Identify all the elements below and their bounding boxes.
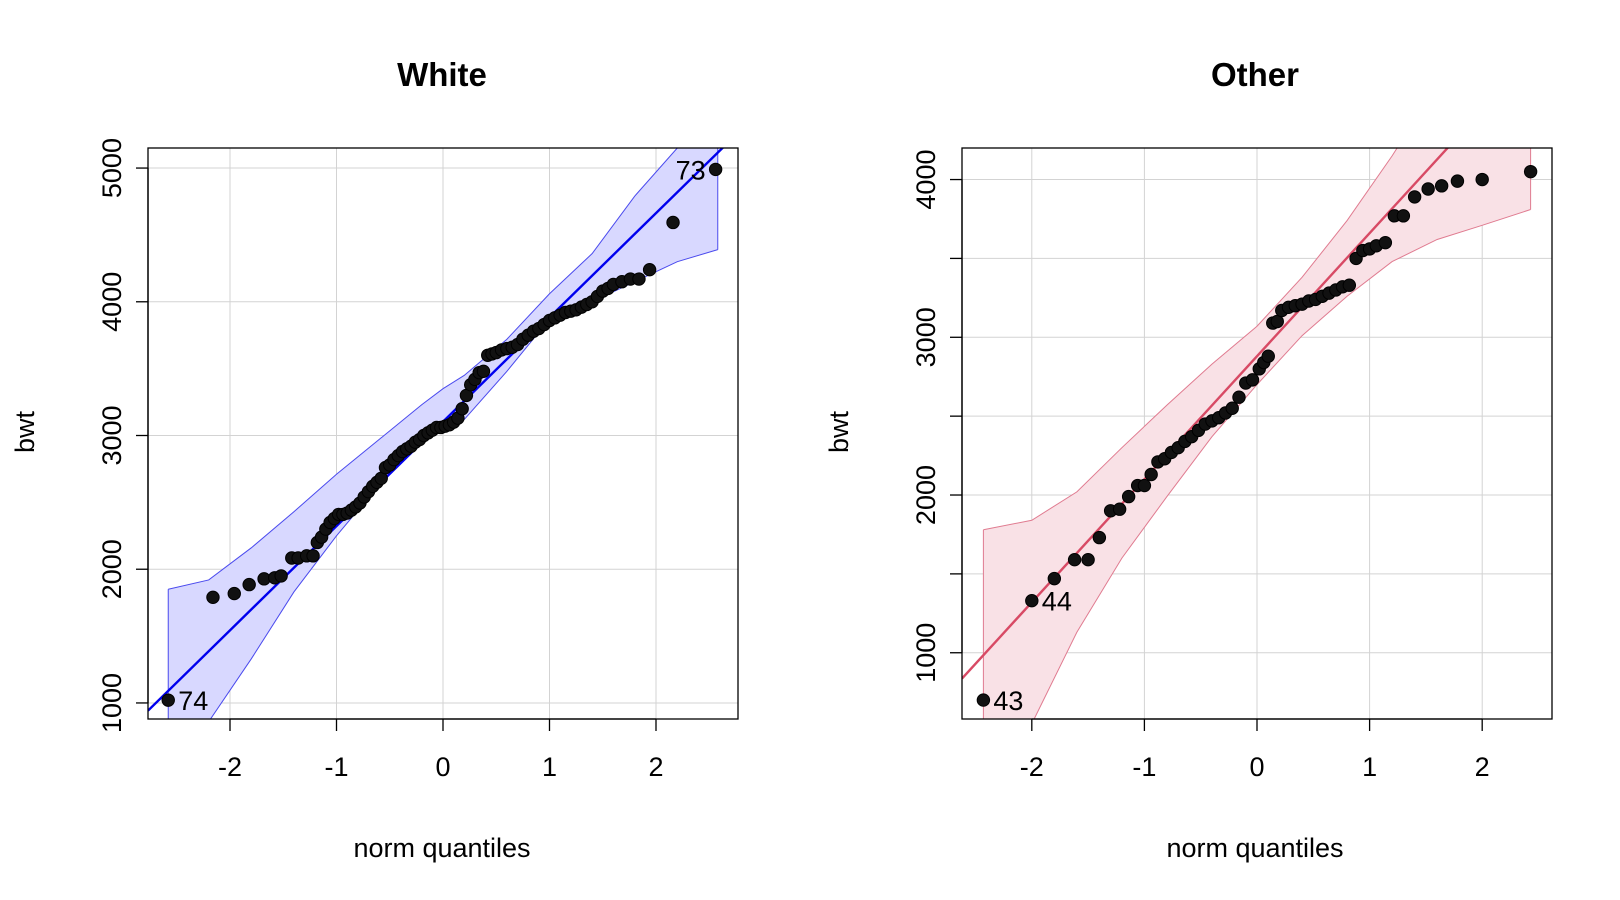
data-point [274, 569, 288, 583]
y-tick-label: 1000 [911, 623, 941, 683]
x-tick-label: 0 [435, 752, 450, 782]
data-point [1434, 179, 1449, 193]
x-tick-label: -1 [1132, 752, 1156, 782]
data-point [666, 215, 680, 230]
y-tick-label: 2000 [911, 465, 941, 525]
y-tick-label: 2000 [97, 539, 127, 599]
data-points [976, 164, 1538, 707]
point-label: 44 [1042, 587, 1072, 617]
data-point [1245, 373, 1260, 387]
data-point [1047, 571, 1062, 586]
confidence-band-upper [983, 148, 1398, 531]
qq-plot-panel-other: Other norm quantiles bwt 44 43 -2 -1 0 1 2 10… [824, 56, 1553, 863]
data-point [455, 402, 469, 416]
data-point [1342, 278, 1357, 292]
data-point [227, 586, 241, 601]
data-point [1092, 530, 1107, 545]
y-tick-label: 4000 [97, 272, 127, 332]
data-point [306, 549, 320, 563]
data-point [1523, 164, 1538, 179]
plot-frame [961, 147, 1553, 720]
y-axis-label: bwt [10, 411, 40, 454]
point-label: 43 [993, 686, 1023, 716]
qq-plot-panel-white: White norm quantiles bwt 74 73 -2 -1 0 1 2 10… [10, 56, 739, 863]
y-tick-label: 3000 [97, 405, 127, 465]
point-label: 74 [178, 686, 208, 716]
data-point [1112, 502, 1127, 516]
data-point [1121, 489, 1136, 504]
data-point [976, 693, 991, 707]
chart-title: White [397, 56, 487, 93]
y-tick-label: 3000 [911, 307, 941, 367]
data-point [1396, 209, 1411, 223]
y-tick-label: 1000 [97, 673, 127, 733]
data-point [1144, 467, 1158, 482]
point-labels: 74 73 [178, 155, 705, 716]
data-point [1450, 174, 1465, 188]
y-tick-label: 4000 [911, 150, 941, 210]
data-point [1067, 552, 1082, 567]
y-axis-label: bwt [824, 411, 854, 454]
x-tick-label: 2 [1475, 752, 1490, 782]
y-axis: 1000 2000 3000 4000 [911, 150, 963, 683]
plot-frame [147, 147, 739, 720]
x-tick-label: 1 [1362, 752, 1377, 782]
y-tick-label: 5000 [97, 138, 127, 198]
chart-title: Other [1211, 56, 1299, 93]
data-point [1137, 478, 1152, 493]
data-point [1081, 552, 1095, 567]
data-point [642, 262, 657, 277]
data-point [632, 272, 646, 286]
x-tick-label: 2 [648, 752, 663, 782]
x-tick-label: 0 [1249, 752, 1264, 782]
data-point [242, 577, 256, 592]
data-point [708, 162, 723, 177]
data-point [476, 364, 491, 379]
data-point [206, 590, 220, 605]
x-axis-label: norm quantiles [1166, 833, 1343, 863]
confidence-band-area [983, 148, 1531, 719]
x-tick-label: -1 [324, 752, 348, 782]
reference-line-path [962, 148, 1450, 680]
data-points [161, 162, 723, 707]
data-point [1270, 314, 1284, 329]
x-tick-label: -2 [218, 752, 242, 782]
y-axis: 1000 2000 3000 4000 5000 [97, 138, 149, 733]
data-point [1378, 235, 1393, 250]
x-tick-label: -2 [1020, 752, 1044, 782]
point-label: 73 [676, 155, 706, 185]
data-point [1232, 390, 1246, 404]
x-axis-label: norm quantiles [353, 833, 530, 863]
data-point [161, 693, 175, 707]
data-point [1421, 182, 1435, 196]
reference-line [962, 148, 1450, 680]
data-point [1025, 593, 1039, 608]
point-labels: 44 43 [993, 587, 1071, 716]
data-point [1225, 401, 1239, 415]
data-point [1475, 172, 1489, 187]
x-tick-label: 1 [542, 752, 557, 782]
data-point [1407, 190, 1422, 204]
confidence-band-upper [168, 148, 679, 590]
data-point [1261, 349, 1275, 363]
